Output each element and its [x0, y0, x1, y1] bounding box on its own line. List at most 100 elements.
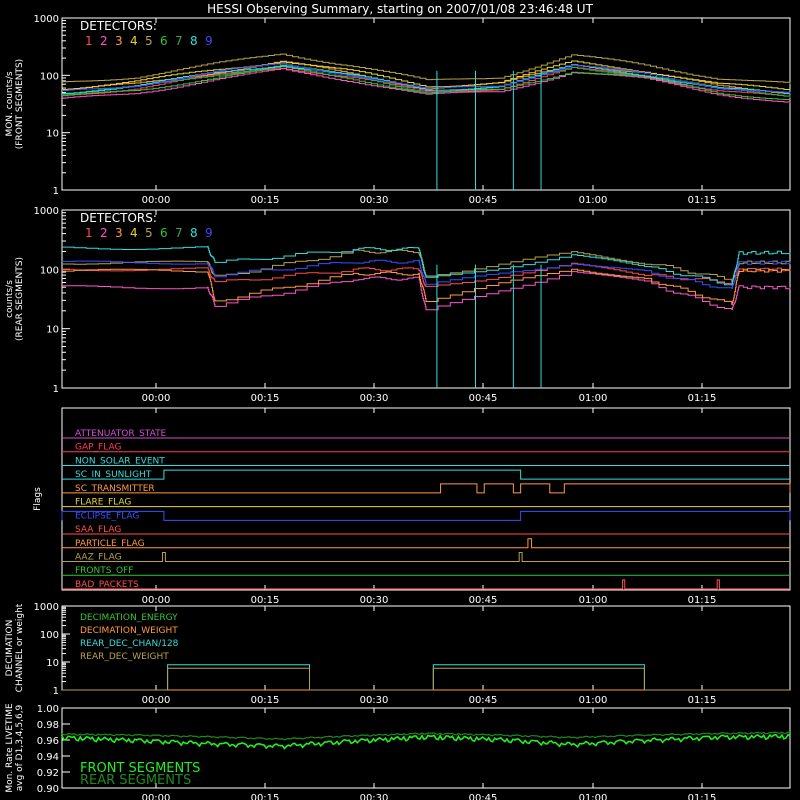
figure-title: HESSI Observing Summary, starting on 200… [207, 2, 593, 16]
y-axis-label: Flags [33, 487, 43, 511]
flag-label: BAD_PACKETS [75, 580, 139, 590]
series-line-detector-8 [62, 64, 791, 95]
series-line-detector-2 [62, 271, 791, 311]
legend-entry: 3 [115, 34, 123, 48]
flag-trace [61, 510, 791, 521]
y-tick-label: 0.96 [37, 736, 59, 747]
legend-entry: FRONT SEGMENTS [80, 761, 200, 776]
x-tick-label: 01:15 [688, 793, 717, 800]
y-tick-label: 1.00 [37, 704, 59, 715]
x-tick-label: 00:15 [251, 195, 280, 206]
x-tick-label: 00:45 [469, 195, 498, 206]
flag-label: SC_IN_SUNLIGHT [75, 470, 152, 480]
series-line-detector-9 [62, 62, 791, 94]
legend-entry: 4 [130, 34, 138, 48]
livetime-series-line [61, 733, 791, 750]
series-line-detector-2 [62, 68, 791, 103]
x-tick-label: 00:30 [360, 793, 389, 800]
series-line-detector-5 [62, 53, 791, 85]
y-axis-label: DECIMATION [5, 620, 15, 677]
legend-entry: 1 [85, 34, 93, 48]
legend-entry: 3 [115, 226, 123, 240]
legend-entry: 7 [175, 34, 183, 48]
panel-3-frame [61, 407, 791, 591]
legend-entry: DECIMATION_ENERGY [80, 613, 178, 623]
legend-entry: REAR SEGMENTS [80, 773, 191, 788]
legend-entry: 9 [205, 226, 213, 240]
y-tick-label: 1000 [34, 602, 59, 613]
y-tick-label: 10 [46, 325, 59, 336]
series-line-detector-8 [62, 246, 791, 286]
x-tick-label: 01:15 [688, 595, 717, 606]
flag-trace [62, 579, 790, 590]
y-axis-label: avg of D1,3,4,5,6,9 [15, 704, 25, 791]
decimation-series-line [62, 667, 790, 691]
flag-label: FRONTS_OFF [75, 566, 133, 576]
y-axis-label: counts/s [5, 280, 15, 318]
x-tick-label: 00:30 [360, 195, 389, 206]
y-tick-label: 10 [46, 658, 59, 669]
legend-entry: REAR_DEC_WEIGHT [80, 652, 169, 662]
y-axis-label: Mon. Rate LIVETIME [5, 703, 15, 793]
panel-5-frame [61, 707, 791, 789]
series-line-detector-3 [62, 268, 791, 305]
y-tick-label: 100 [40, 630, 59, 641]
x-tick-label: 00:15 [251, 595, 280, 606]
legend-entry: 8 [190, 226, 198, 240]
y-axis-label: (FRONT SEGMENTS) [15, 59, 25, 149]
y-axis-label: CHANNEL or weight [15, 603, 25, 692]
x-tick-label: 00:00 [142, 695, 171, 706]
flag-label: FLARE_FLAG [75, 498, 131, 508]
legend-entry: 1 [85, 226, 93, 240]
y-tick-label: 1 [53, 384, 59, 395]
x-tick-label: 00:45 [469, 595, 498, 606]
legend-entry: 6 [160, 226, 168, 240]
x-tick-label: 00:15 [251, 695, 280, 706]
legend-entry: 2 [100, 226, 108, 240]
x-tick-label: 01:00 [579, 695, 608, 706]
x-tick-label: 01:15 [688, 695, 717, 706]
flag-label: SC_TRANSMITTER [75, 484, 155, 494]
y-tick-label: 1 [53, 186, 59, 197]
x-tick-label: 00:45 [469, 695, 498, 706]
x-tick-label: 01:00 [579, 595, 608, 606]
series-line-detector-9 [62, 259, 791, 289]
x-tick-label: 01:00 [579, 793, 608, 800]
x-tick-label: 00:00 [142, 793, 171, 800]
legend-entry: 4 [130, 226, 138, 240]
y-axis-label: MON. counts/s [5, 71, 15, 136]
legend-entry: 5 [145, 226, 153, 240]
x-tick-label: 00:45 [469, 793, 498, 800]
flag-label: ECLIPSE_FLAG [75, 511, 139, 521]
x-tick-label: 00:45 [469, 393, 498, 404]
panel-1-frame [61, 17, 791, 191]
x-tick-label: 00:30 [360, 695, 389, 706]
y-axis-label: (REAR SEGMENTS) [15, 257, 25, 341]
x-tick-label: 00:30 [360, 595, 389, 606]
legend-title: DETECTORS: [80, 211, 157, 225]
y-tick-label: 0.90 [37, 784, 59, 795]
flag-label: SAA_FLAG [75, 525, 121, 535]
x-tick-label: 01:15 [688, 393, 717, 404]
x-tick-label: 00:15 [251, 393, 280, 404]
y-tick-label: 0.98 [37, 720, 59, 731]
flag-label: AAZ_FLAG [75, 552, 122, 562]
livetime-series-line [61, 731, 791, 741]
y-tick-label: 100 [40, 265, 59, 276]
x-tick-label: 01:00 [579, 393, 608, 404]
panel-2-frame [61, 209, 791, 389]
y-tick-label: 100 [40, 71, 59, 82]
x-tick-label: 00:30 [360, 393, 389, 404]
y-tick-label: 1000 [34, 206, 59, 217]
legend-entry: 8 [190, 34, 198, 48]
flag-trace [62, 538, 790, 549]
x-tick-label: 00:15 [251, 793, 280, 800]
flag-trace [62, 483, 791, 494]
legend-title: DETECTORS: [80, 19, 157, 33]
legend-entry: DECIMATION_WEIGHT [80, 626, 178, 636]
flag-label: GAP_FLAG [75, 443, 121, 453]
legend-entry: 7 [175, 226, 183, 240]
y-tick-label: 10 [46, 129, 59, 140]
legend-entry: 2 [100, 34, 108, 48]
